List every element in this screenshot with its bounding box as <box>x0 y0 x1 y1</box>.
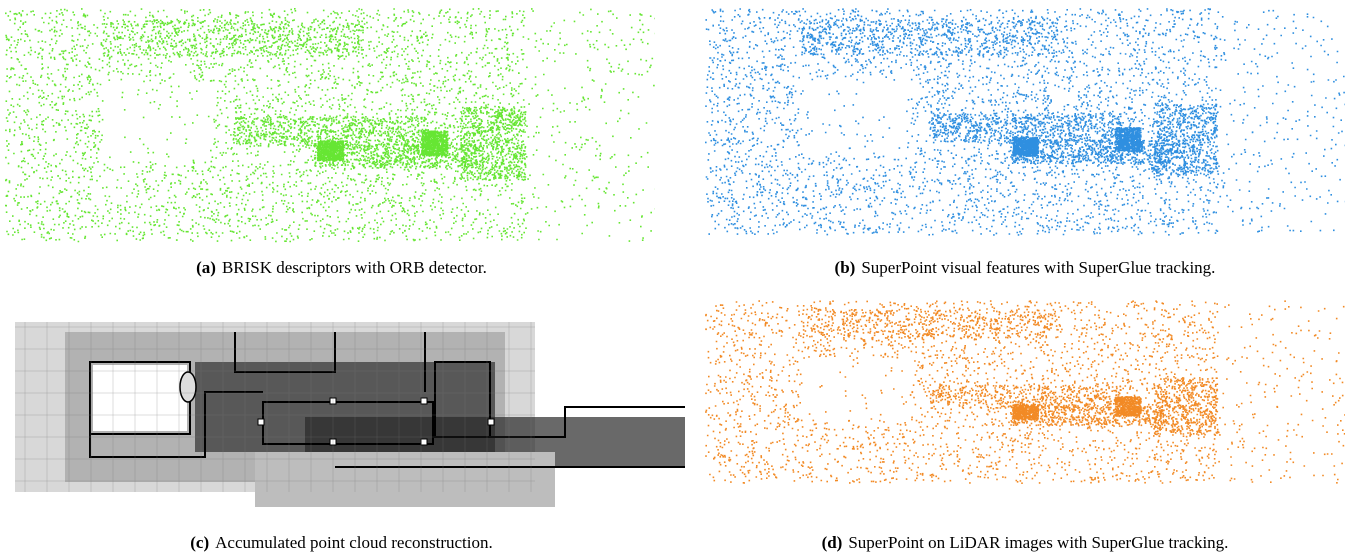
caption-a: (a) BRISK descriptors with ORB detector. <box>0 258 683 278</box>
caption-a-text: BRISK descriptors with ORB detector. <box>221 258 487 277</box>
superpoint-feature-map-image <box>705 8 1345 236</box>
lidar-superpoint-map-image <box>705 300 1345 484</box>
caption-d-text: SuperPoint on LiDAR images with SuperGlu… <box>848 533 1229 552</box>
caption-c-label: (c) <box>190 533 210 552</box>
caption-d: (d) SuperPoint on LiDAR images with Super… <box>683 533 1367 553</box>
caption-a-label: (a) <box>196 258 216 277</box>
caption-c-text: Accumulated point cloud reconstruction. <box>215 533 493 552</box>
brisk-feature-map-image <box>5 8 655 243</box>
panel-d-lidar-superpoint-map <box>705 300 1345 492</box>
caption-b-label: (b) <box>834 258 856 277</box>
point-cloud-reconstruction-image <box>15 322 685 507</box>
panel-b-superpoint-map <box>705 8 1345 246</box>
panel-a-brisk-map <box>5 8 655 253</box>
caption-b: (b) SuperPoint visual features with Super… <box>683 258 1367 278</box>
caption-c: (c) Accumulated point cloud reconstructio… <box>0 533 683 553</box>
caption-b-text: SuperPoint visual features with SuperGlu… <box>861 258 1216 277</box>
panel-c-point-cloud <box>5 292 685 512</box>
caption-d-label: (d) <box>821 533 843 552</box>
